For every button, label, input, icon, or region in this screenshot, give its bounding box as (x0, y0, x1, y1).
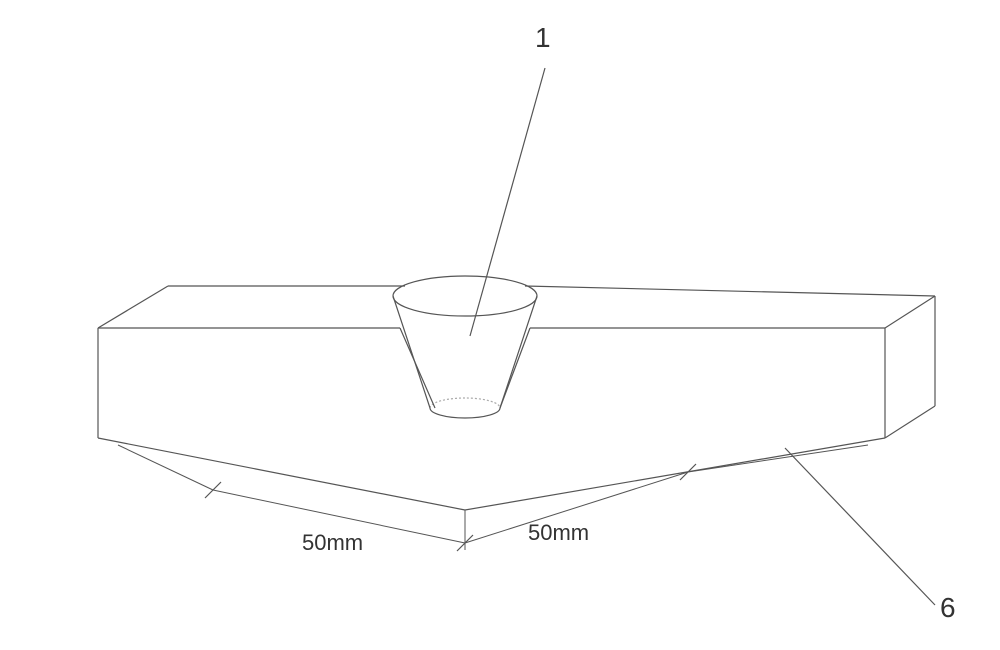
cup-shape (393, 276, 537, 418)
block-shape (98, 286, 935, 510)
callout-label-1: 1 (535, 22, 551, 54)
technical-diagram: 1 6 50mm 50mm (0, 0, 1000, 645)
dim-right: 50mm (528, 520, 589, 546)
dim-left: 50mm (302, 530, 363, 556)
dimension-lines (118, 445, 868, 551)
callout-label-6: 6 (940, 592, 956, 624)
diagram-svg (0, 0, 1000, 645)
